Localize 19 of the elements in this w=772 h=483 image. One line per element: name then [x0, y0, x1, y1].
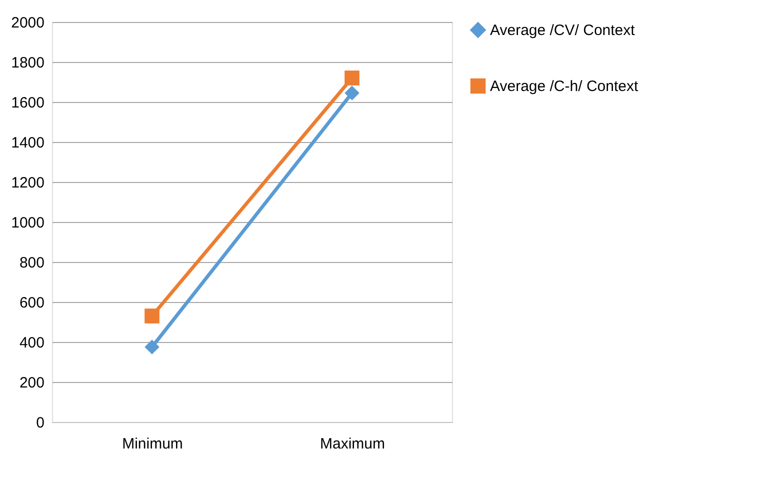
y-tick-label: 1600 [11, 94, 44, 112]
y-tick-label: 1800 [11, 54, 44, 72]
y-tick-label: 1000 [11, 214, 44, 232]
x-tick-label: Minimum [122, 436, 183, 452]
y-tick-label: 1200 [11, 174, 44, 192]
y-tick-label: 600 [19, 294, 44, 312]
point [344, 86, 360, 100]
y-tick-label: 800 [19, 254, 44, 272]
legend-label: Average /CV/ Context [490, 22, 636, 39]
legend-label: Average /C-h/ Context [490, 78, 639, 95]
point [344, 70, 360, 86]
y-tick-label: 200 [19, 374, 44, 392]
y-tick-label: 0 [36, 414, 44, 432]
x-tick-label: Maximum [320, 436, 386, 452]
y-tick-label: 1400 [11, 134, 44, 152]
point [144, 308, 160, 324]
y-tick-label: 400 [19, 334, 44, 352]
y-tick-label: 2000 [11, 14, 44, 32]
point [144, 340, 160, 354]
